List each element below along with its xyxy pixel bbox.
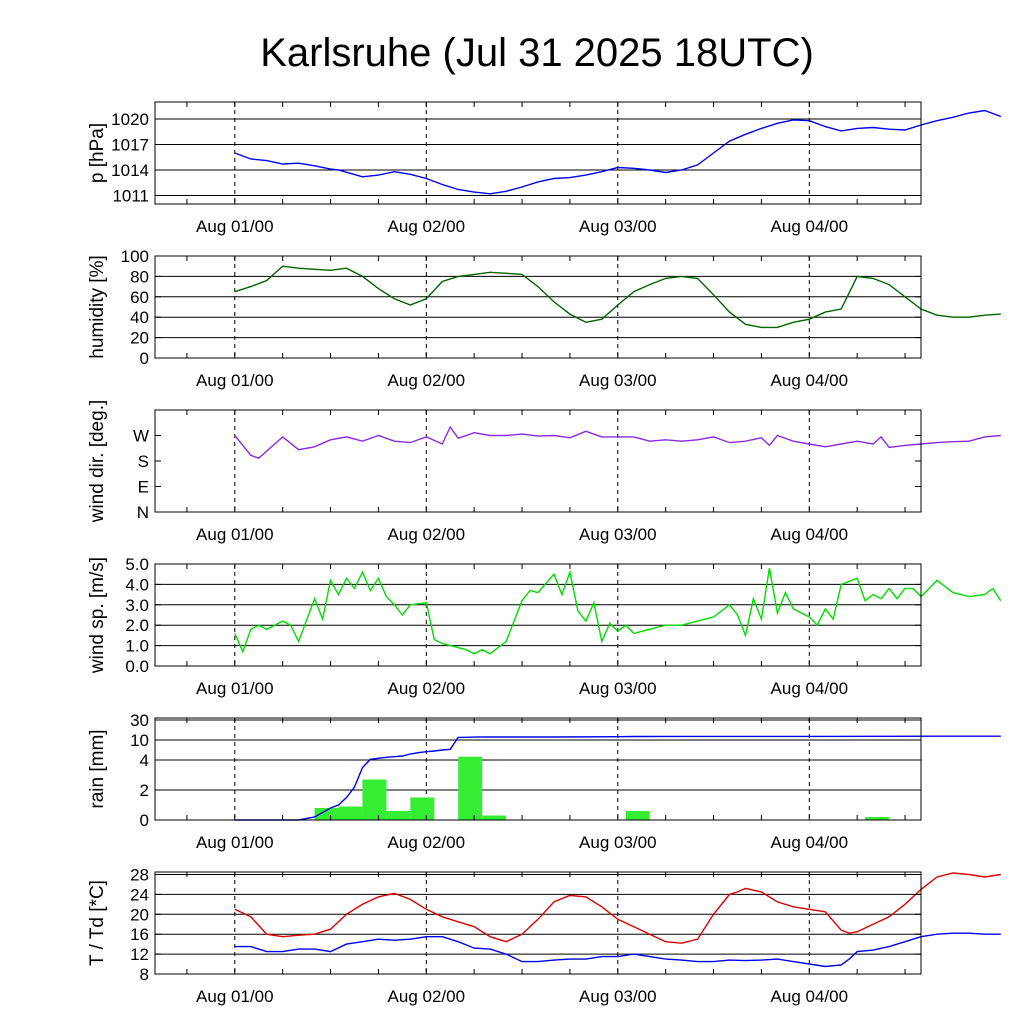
y-tick-label: 24 xyxy=(130,885,149,904)
x-tick-label: Aug 04/00 xyxy=(771,217,849,236)
y-tick-label: 4.0 xyxy=(125,575,149,594)
y-tick-label: 40 xyxy=(130,308,149,327)
rain-bar xyxy=(362,779,387,820)
x-tick-label: Aug 04/00 xyxy=(771,987,849,1006)
y-tick-label: 16 xyxy=(130,925,149,944)
rain-bar xyxy=(386,811,411,820)
y-tick-label: 5.0 xyxy=(125,555,149,574)
x-tick-label: Aug 04/00 xyxy=(771,833,849,852)
y-tick-label: 8 xyxy=(140,965,149,984)
x-tick-label: Aug 02/00 xyxy=(388,371,466,390)
series-line-1 xyxy=(234,265,1001,329)
y-tick-label: 20 xyxy=(130,905,149,924)
x-tick-label: Aug 01/00 xyxy=(196,833,274,852)
y-tick-label: 0 xyxy=(140,811,149,830)
rain-bar xyxy=(482,815,507,820)
y-axis-label: T / Td [*C] xyxy=(87,880,108,966)
series-line-1 xyxy=(234,567,1002,655)
y-tick-label: E xyxy=(138,478,149,497)
y-tick-label: 100 xyxy=(121,247,149,266)
x-tick-label: Aug 04/00 xyxy=(771,679,849,698)
rain-bar xyxy=(338,806,363,820)
y-axis-label: humidity [%] xyxy=(87,255,108,358)
y-tick-label: 3.0 xyxy=(125,596,149,615)
y-tick-label: 0 xyxy=(140,349,149,368)
y-tick-label: 12 xyxy=(130,945,149,964)
y-tick-label: 0.0 xyxy=(125,657,149,676)
y-tick-label: 30 xyxy=(130,711,149,730)
series-line-1 xyxy=(234,735,1001,821)
x-tick-label: Aug 03/00 xyxy=(579,525,657,544)
y-tick-label: 2.0 xyxy=(125,616,149,635)
x-tick-label: Aug 02/00 xyxy=(388,525,466,544)
x-tick-label: Aug 03/00 xyxy=(579,679,657,698)
x-tick-label: Aug 01/00 xyxy=(196,525,274,544)
rain-bar xyxy=(410,797,435,820)
y-tick-label: 1014 xyxy=(111,161,149,180)
plot-frame xyxy=(154,409,922,513)
x-tick-label: Aug 02/00 xyxy=(388,217,466,236)
x-tick-label: Aug 03/00 xyxy=(579,217,657,236)
x-tick-label: Aug 01/00 xyxy=(196,987,274,1006)
y-tick-label: 1020 xyxy=(111,110,149,129)
plot-frame xyxy=(154,717,922,821)
y-tick-label: 20 xyxy=(130,329,149,348)
plot-frame xyxy=(154,871,922,975)
chart-title: Karlsruhe (Jul 31 2025 18UTC) xyxy=(260,31,814,75)
x-tick-label: Aug 03/00 xyxy=(579,371,657,390)
x-tick-label: Aug 04/00 xyxy=(771,525,849,544)
series-line-1 xyxy=(234,872,1001,944)
y-tick-label: 1017 xyxy=(111,136,149,155)
x-tick-label: Aug 02/00 xyxy=(388,833,466,852)
x-tick-label: Aug 03/00 xyxy=(579,987,657,1006)
rain-bar xyxy=(865,817,890,820)
y-tick-label: 1011 xyxy=(112,187,149,206)
series-line-1 xyxy=(234,425,1001,460)
dewpoint-line xyxy=(234,932,1001,968)
y-tick-label: 80 xyxy=(130,267,149,286)
y-axis-label: rain [mm] xyxy=(87,729,108,808)
y-axis-label: p [hPa] xyxy=(87,123,108,183)
y-tick-label: S xyxy=(138,452,149,471)
series-line-1 xyxy=(234,109,1002,195)
y-tick-label: 1.0 xyxy=(125,637,149,656)
x-tick-label: Aug 01/00 xyxy=(196,217,274,236)
y-tick-label: 4 xyxy=(140,751,149,770)
x-tick-label: Aug 01/00 xyxy=(196,679,274,698)
plot-frame xyxy=(154,255,922,359)
x-tick-label: Aug 02/00 xyxy=(388,679,466,698)
y-tick-label: 28 xyxy=(130,865,149,884)
rain-bar xyxy=(314,808,339,820)
y-axis-label: wind dir. [deg.] xyxy=(87,400,108,524)
rain-bar xyxy=(458,756,483,820)
x-tick-label: Aug 04/00 xyxy=(771,371,849,390)
plot-frame xyxy=(154,563,922,667)
rain-bar xyxy=(625,811,650,820)
x-tick-label: Aug 01/00 xyxy=(196,371,274,390)
x-tick-label: Aug 03/00 xyxy=(579,833,657,852)
y-tick-label: 60 xyxy=(130,288,149,307)
x-tick-label: Aug 02/00 xyxy=(388,987,466,1006)
plot-frame xyxy=(154,101,922,205)
y-tick-label: 10 xyxy=(130,731,149,750)
y-tick-label: W xyxy=(133,427,149,446)
y-tick-label: 2 xyxy=(140,781,149,800)
y-tick-label: N xyxy=(137,503,149,522)
y-axis-label: wind sp. [m/s] xyxy=(87,557,108,674)
panel-4: 0.01.0 2.03.0 4.05.0 wind sp. [m/s] Aug 01/0… xyxy=(87,555,1002,698)
